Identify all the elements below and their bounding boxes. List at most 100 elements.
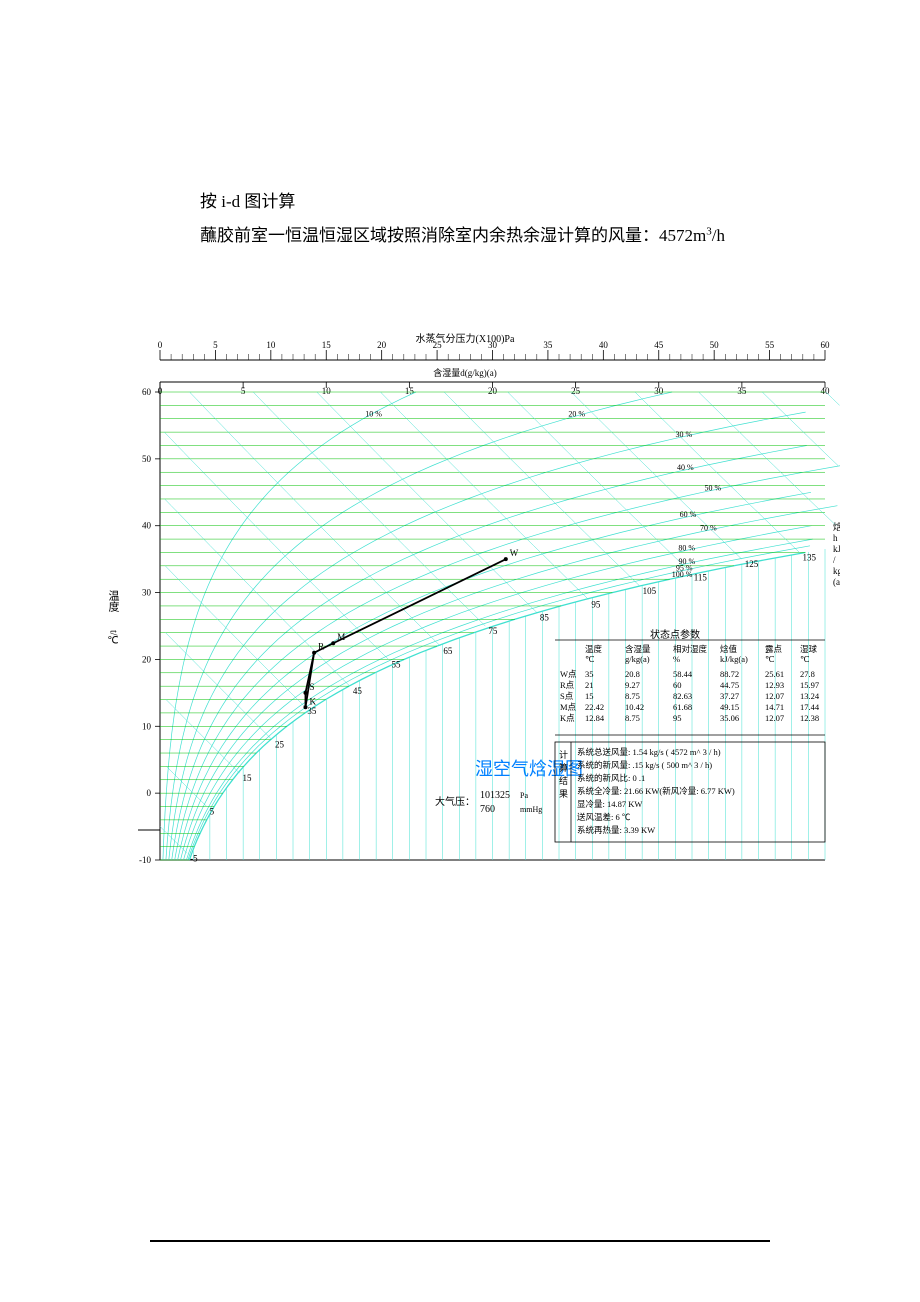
svg-text:系统总送风量: 1.54 kg/s ( 4572 m^ 3: 系统总送风量: 1.54 kg/s ( 4572 m^ 3 / h) <box>577 747 721 757</box>
chart-svg: 温度 t/℃ 水蒸气分压力(X100)Pa 051015202530354045… <box>105 330 840 890</box>
svg-text:22.42: 22.42 <box>585 702 604 712</box>
svg-text:60: 60 <box>673 680 682 690</box>
svg-text:W点: W点 <box>560 669 577 679</box>
svg-text:10.42: 10.42 <box>625 702 644 712</box>
svg-text:35.06: 35.06 <box>720 713 739 723</box>
svg-text:12.84: 12.84 <box>585 713 605 723</box>
svg-text:M点: M点 <box>560 702 577 712</box>
text-line2: 蘸胶前室一恒温恒湿区域按照消除室内余热余湿计算的风量：4572m3/h <box>200 219 850 253</box>
svg-text:17.44: 17.44 <box>800 702 820 712</box>
svg-text:55: 55 <box>391 659 401 669</box>
svg-text:50 %: 50 % <box>705 483 722 492</box>
svg-text:-5: -5 <box>190 853 198 863</box>
humidity-axis-title: 含湿量d(g/kg)(a) <box>433 367 496 378</box>
svg-text:105: 105 <box>643 586 657 596</box>
svg-text:135: 135 <box>803 552 817 562</box>
svg-text:20: 20 <box>488 386 498 396</box>
svg-text:100 %: 100 % <box>672 570 693 579</box>
svg-text:Pa: Pa <box>520 791 528 800</box>
svg-text:40: 40 <box>599 340 609 350</box>
svg-text:30: 30 <box>142 588 152 598</box>
svg-text:温度: 温度 <box>585 644 603 654</box>
svg-text:82.63: 82.63 <box>673 691 692 701</box>
svg-text:95: 95 <box>591 599 601 609</box>
svg-text:20.8: 20.8 <box>625 669 640 679</box>
svg-text:15: 15 <box>242 773 252 783</box>
svg-text:85: 85 <box>540 613 550 623</box>
svg-text:R点: R点 <box>560 680 575 690</box>
svg-text:50: 50 <box>710 340 720 350</box>
svg-text:45: 45 <box>353 686 363 696</box>
svg-text:35: 35 <box>737 386 747 396</box>
pressure-label: 大气压： 101325 Pa 760 mmHg <box>435 790 542 815</box>
svg-text:10: 10 <box>266 340 276 350</box>
svg-text:8.75: 8.75 <box>625 713 640 723</box>
svg-text:37.27: 37.27 <box>720 691 739 701</box>
y-axis-unit: t/℃ <box>107 630 118 647</box>
svg-text:15: 15 <box>322 340 332 350</box>
svg-text:0: 0 <box>158 340 163 350</box>
svg-text:125: 125 <box>745 559 759 569</box>
svg-text:mmHg: mmHg <box>520 805 542 814</box>
svg-text:49.15: 49.15 <box>720 702 739 712</box>
svg-text:12.93: 12.93 <box>765 680 784 690</box>
svg-text:M: M <box>337 632 345 642</box>
svg-text:0: 0 <box>158 386 163 396</box>
svg-text:25.61: 25.61 <box>765 669 784 679</box>
svg-text:55: 55 <box>765 340 775 350</box>
svg-text:10 %: 10 % <box>365 410 382 419</box>
svg-text:35: 35 <box>585 669 594 679</box>
svg-text:W: W <box>510 548 519 558</box>
svg-text:10: 10 <box>322 386 332 396</box>
svg-text:系统的新风比: 0 .1: 系统的新风比: 0 .1 <box>577 773 645 783</box>
svg-text:30 %: 30 % <box>675 430 692 439</box>
svg-text:℃: ℃ <box>585 654 595 664</box>
svg-text:8.75: 8.75 <box>625 691 640 701</box>
svg-text:58.44: 58.44 <box>673 669 693 679</box>
svg-text:g/kg(a): g/kg(a) <box>625 654 650 664</box>
svg-text:系统再热量: 3.39 KW: 系统再热量: 3.39 KW <box>577 825 655 835</box>
svg-text:9.27: 9.27 <box>625 680 640 690</box>
svg-text:送风温差: 6 ℃: 送风温差: 6 ℃ <box>577 812 631 822</box>
svg-text:12.07: 12.07 <box>765 713 784 723</box>
svg-text:40: 40 <box>142 521 152 531</box>
svg-text:5: 5 <box>210 807 215 817</box>
top-title: 水蒸气分压力(X100)Pa <box>416 332 515 345</box>
svg-text:115: 115 <box>694 573 708 583</box>
svg-text:30: 30 <box>488 340 498 350</box>
svg-text:5: 5 <box>213 340 218 350</box>
svg-text:20 %: 20 % <box>568 410 585 419</box>
svg-text:-10: -10 <box>139 855 151 865</box>
svg-text:相对湿度: 相对湿度 <box>673 644 708 654</box>
svg-text:61.68: 61.68 <box>673 702 692 712</box>
text-line1: 按 i-d 图计算 <box>200 185 850 219</box>
svg-text:50: 50 <box>142 454 152 464</box>
enthalpy-axis-label: 焓 h kJ / kg (a) <box>833 521 840 587</box>
svg-text:13.24: 13.24 <box>800 691 820 701</box>
svg-text:21: 21 <box>585 680 594 690</box>
svg-text:状态点参数: 状态点参数 <box>650 628 700 641</box>
svg-text:系统的新风量: .15 kg/s ( 500 m^ 3: 系统的新风量: .15 kg/s ( 500 m^ 3 / h) <box>577 760 712 770</box>
svg-text:S点: S点 <box>560 691 574 701</box>
svg-text:10: 10 <box>142 721 152 731</box>
svg-text:15: 15 <box>405 386 415 396</box>
svg-text:S: S <box>309 682 314 692</box>
top-ruler: 051015202530354045505560 <box>158 340 830 360</box>
svg-text:27.8: 27.8 <box>800 669 815 679</box>
svg-text:0: 0 <box>147 788 152 798</box>
svg-text:焓值: 焓值 <box>720 644 738 654</box>
svg-text:95: 95 <box>673 713 682 723</box>
svg-text:12.07: 12.07 <box>765 691 784 701</box>
svg-text:45: 45 <box>654 340 664 350</box>
svg-text:露点: 露点 <box>765 644 783 654</box>
svg-text:35: 35 <box>543 340 553 350</box>
svg-text:R: R <box>318 642 324 652</box>
svg-text:湿球: 湿球 <box>800 644 818 654</box>
svg-text:40 %: 40 % <box>677 463 694 472</box>
psychrometric-chart: 温度 t/℃ 水蒸气分压力(X100)Pa 051015202530354045… <box>105 330 840 890</box>
y-axis-label: 温度 <box>107 590 120 613</box>
svg-text:K: K <box>309 696 316 706</box>
svg-text:%: % <box>673 654 680 664</box>
svg-text:80 %: 80 % <box>678 543 695 552</box>
svg-text:20: 20 <box>377 340 387 350</box>
